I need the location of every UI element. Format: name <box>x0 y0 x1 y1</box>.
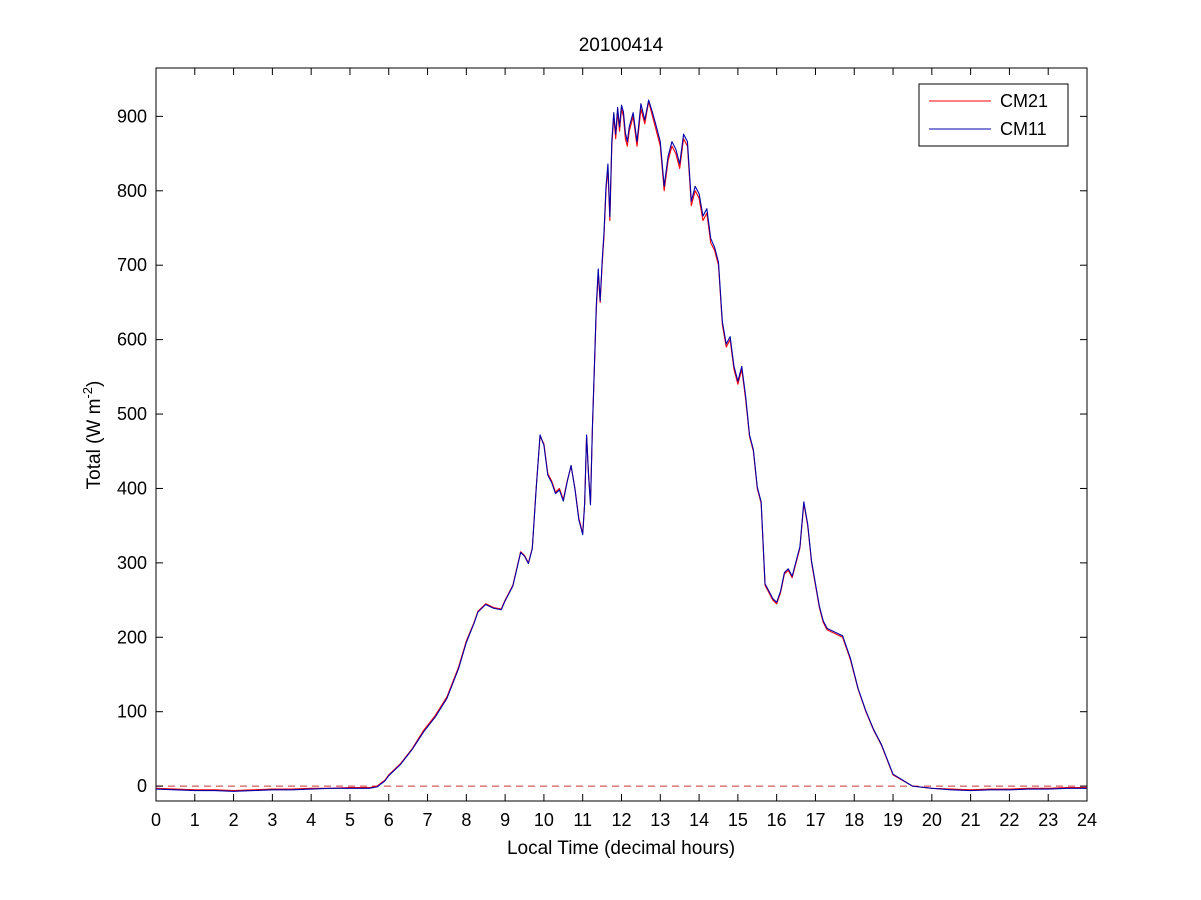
x-tick-label: 7 <box>423 810 433 830</box>
y-tick-label: 900 <box>117 106 147 126</box>
chart-title: 20100414 <box>579 35 664 56</box>
legend: CM21 CM11 <box>918 83 1069 147</box>
plot-area: 0 1 2 3 4 5 6 7 8 9 10 11 12 13 14 15 16 17 18 19 20 21 22 23 24… <box>117 67 1097 830</box>
x-tick-label: 0 <box>151 810 161 830</box>
y-tick-label: 300 <box>117 553 147 573</box>
x-tick-label: 16 <box>767 810 787 830</box>
tick-layer: 0 1 2 3 4 5 6 7 8 9 10 11 12 13 14 15 16 17 18 19 20 21 22 23 24… <box>117 68 1097 830</box>
axes-box <box>155 67 1088 802</box>
series-line-cm11 <box>155 99 1087 792</box>
y-axis-label: Total (W m-2) <box>80 381 105 490</box>
x-tick-label: 2 <box>229 810 239 830</box>
x-tick-label: 15 <box>728 810 748 830</box>
x-tick-label: 14 <box>689 810 709 830</box>
y-axis-label-close: ) <box>84 381 105 387</box>
x-axis-label: Local Time (decimal hours) <box>507 838 735 859</box>
legend-label-cm11: CM11 <box>1000 119 1047 139</box>
x-tick-label: 12 <box>611 810 631 830</box>
y-tick-label: 700 <box>117 255 147 275</box>
x-tick-label: 17 <box>805 810 825 830</box>
x-tick-label: 23 <box>1038 810 1058 830</box>
legend-box <box>918 83 1069 147</box>
x-tick-label: 3 <box>267 810 277 830</box>
y-tick-label: 600 <box>117 330 147 350</box>
x-tick-label: 10 <box>534 810 554 830</box>
x-tick-label: 24 <box>1077 810 1097 830</box>
x-tick-label: 11 <box>573 810 592 830</box>
x-tick-label: 22 <box>999 810 1019 830</box>
y-tick-label: 100 <box>117 702 147 722</box>
legend-label-cm21: CM21 <box>1000 91 1048 111</box>
x-tick-label: 5 <box>345 810 355 830</box>
y-tick-label: 200 <box>117 627 147 647</box>
x-tick-label: 13 <box>650 810 670 830</box>
x-tick-label: 20 <box>922 810 942 830</box>
x-tick-label: 9 <box>500 810 510 830</box>
x-tick-label: 18 <box>844 810 864 830</box>
y-tick-label: 800 <box>117 181 147 201</box>
x-tick-label: 21 <box>961 810 981 830</box>
y-tick-label: 0 <box>137 776 147 796</box>
y-axis-label-main: Total (W m <box>84 399 105 490</box>
x-tick-label: 19 <box>883 810 903 830</box>
series-layer <box>155 99 1087 792</box>
y-tick-label: 400 <box>117 478 147 498</box>
x-tick-label: 1 <box>190 810 200 830</box>
y-axis-label-superscript: -2 <box>80 387 95 399</box>
x-tick-label: 6 <box>384 810 394 830</box>
x-tick-label: 8 <box>461 810 471 830</box>
y-tick-label: 500 <box>117 404 147 424</box>
x-tick-label: 4 <box>306 810 316 830</box>
